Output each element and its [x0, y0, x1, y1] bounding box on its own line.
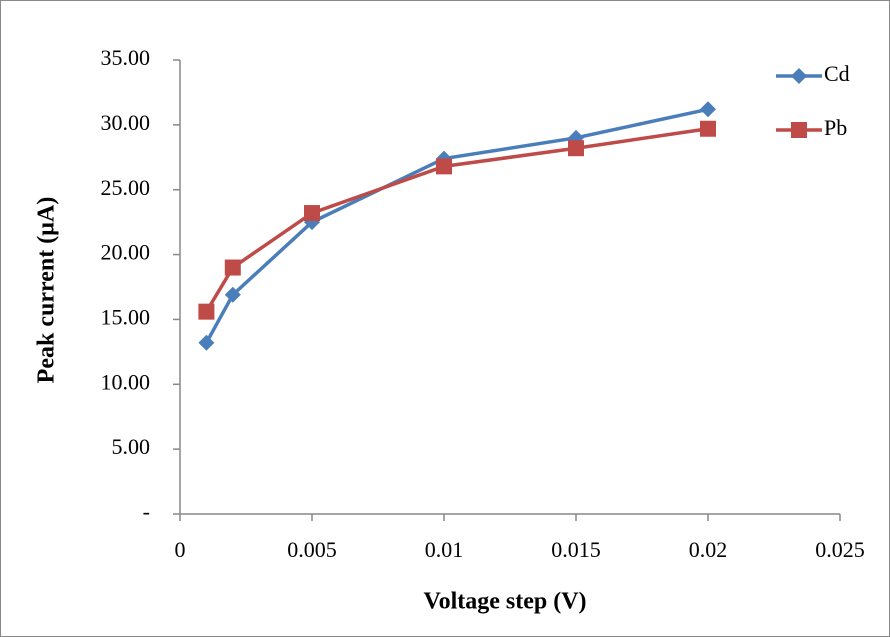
y-tick-label: 25.00 [101, 175, 151, 200]
legend-label: Pb [824, 115, 847, 140]
chart: Voltage step (V) Peak current (µA) - 5.00… [0, 0, 890, 637]
x-axis-title: Voltage step (V) [423, 589, 586, 615]
marker [198, 304, 214, 320]
y-tick-label: 35.00 [101, 45, 151, 70]
x-tick-label: 0.025 [815, 537, 865, 562]
marker [304, 205, 320, 221]
marker [700, 121, 716, 137]
x-tick-label: 0.005 [287, 537, 337, 562]
legend-marker [791, 122, 807, 138]
y-tick-label: 20.00 [101, 240, 151, 265]
y-tick-label: 15.00 [101, 304, 151, 329]
legend-label: Cd [824, 61, 850, 86]
y-tick-label: 5.00 [112, 434, 151, 459]
x-tick-label: 0 [175, 537, 186, 562]
marker [436, 158, 452, 174]
y-tick-label: - [143, 499, 150, 524]
y-tick-label: 30.00 [101, 110, 151, 135]
y-tick-label: 10.00 [101, 369, 151, 394]
x-tick-label: 0.015 [551, 537, 601, 562]
x-tick-label: 0.01 [425, 537, 464, 562]
y-axis-title: Peak current (µA) [34, 197, 60, 384]
x-tick-label: 0.02 [689, 537, 728, 562]
marker [225, 260, 241, 276]
marker [568, 140, 584, 156]
